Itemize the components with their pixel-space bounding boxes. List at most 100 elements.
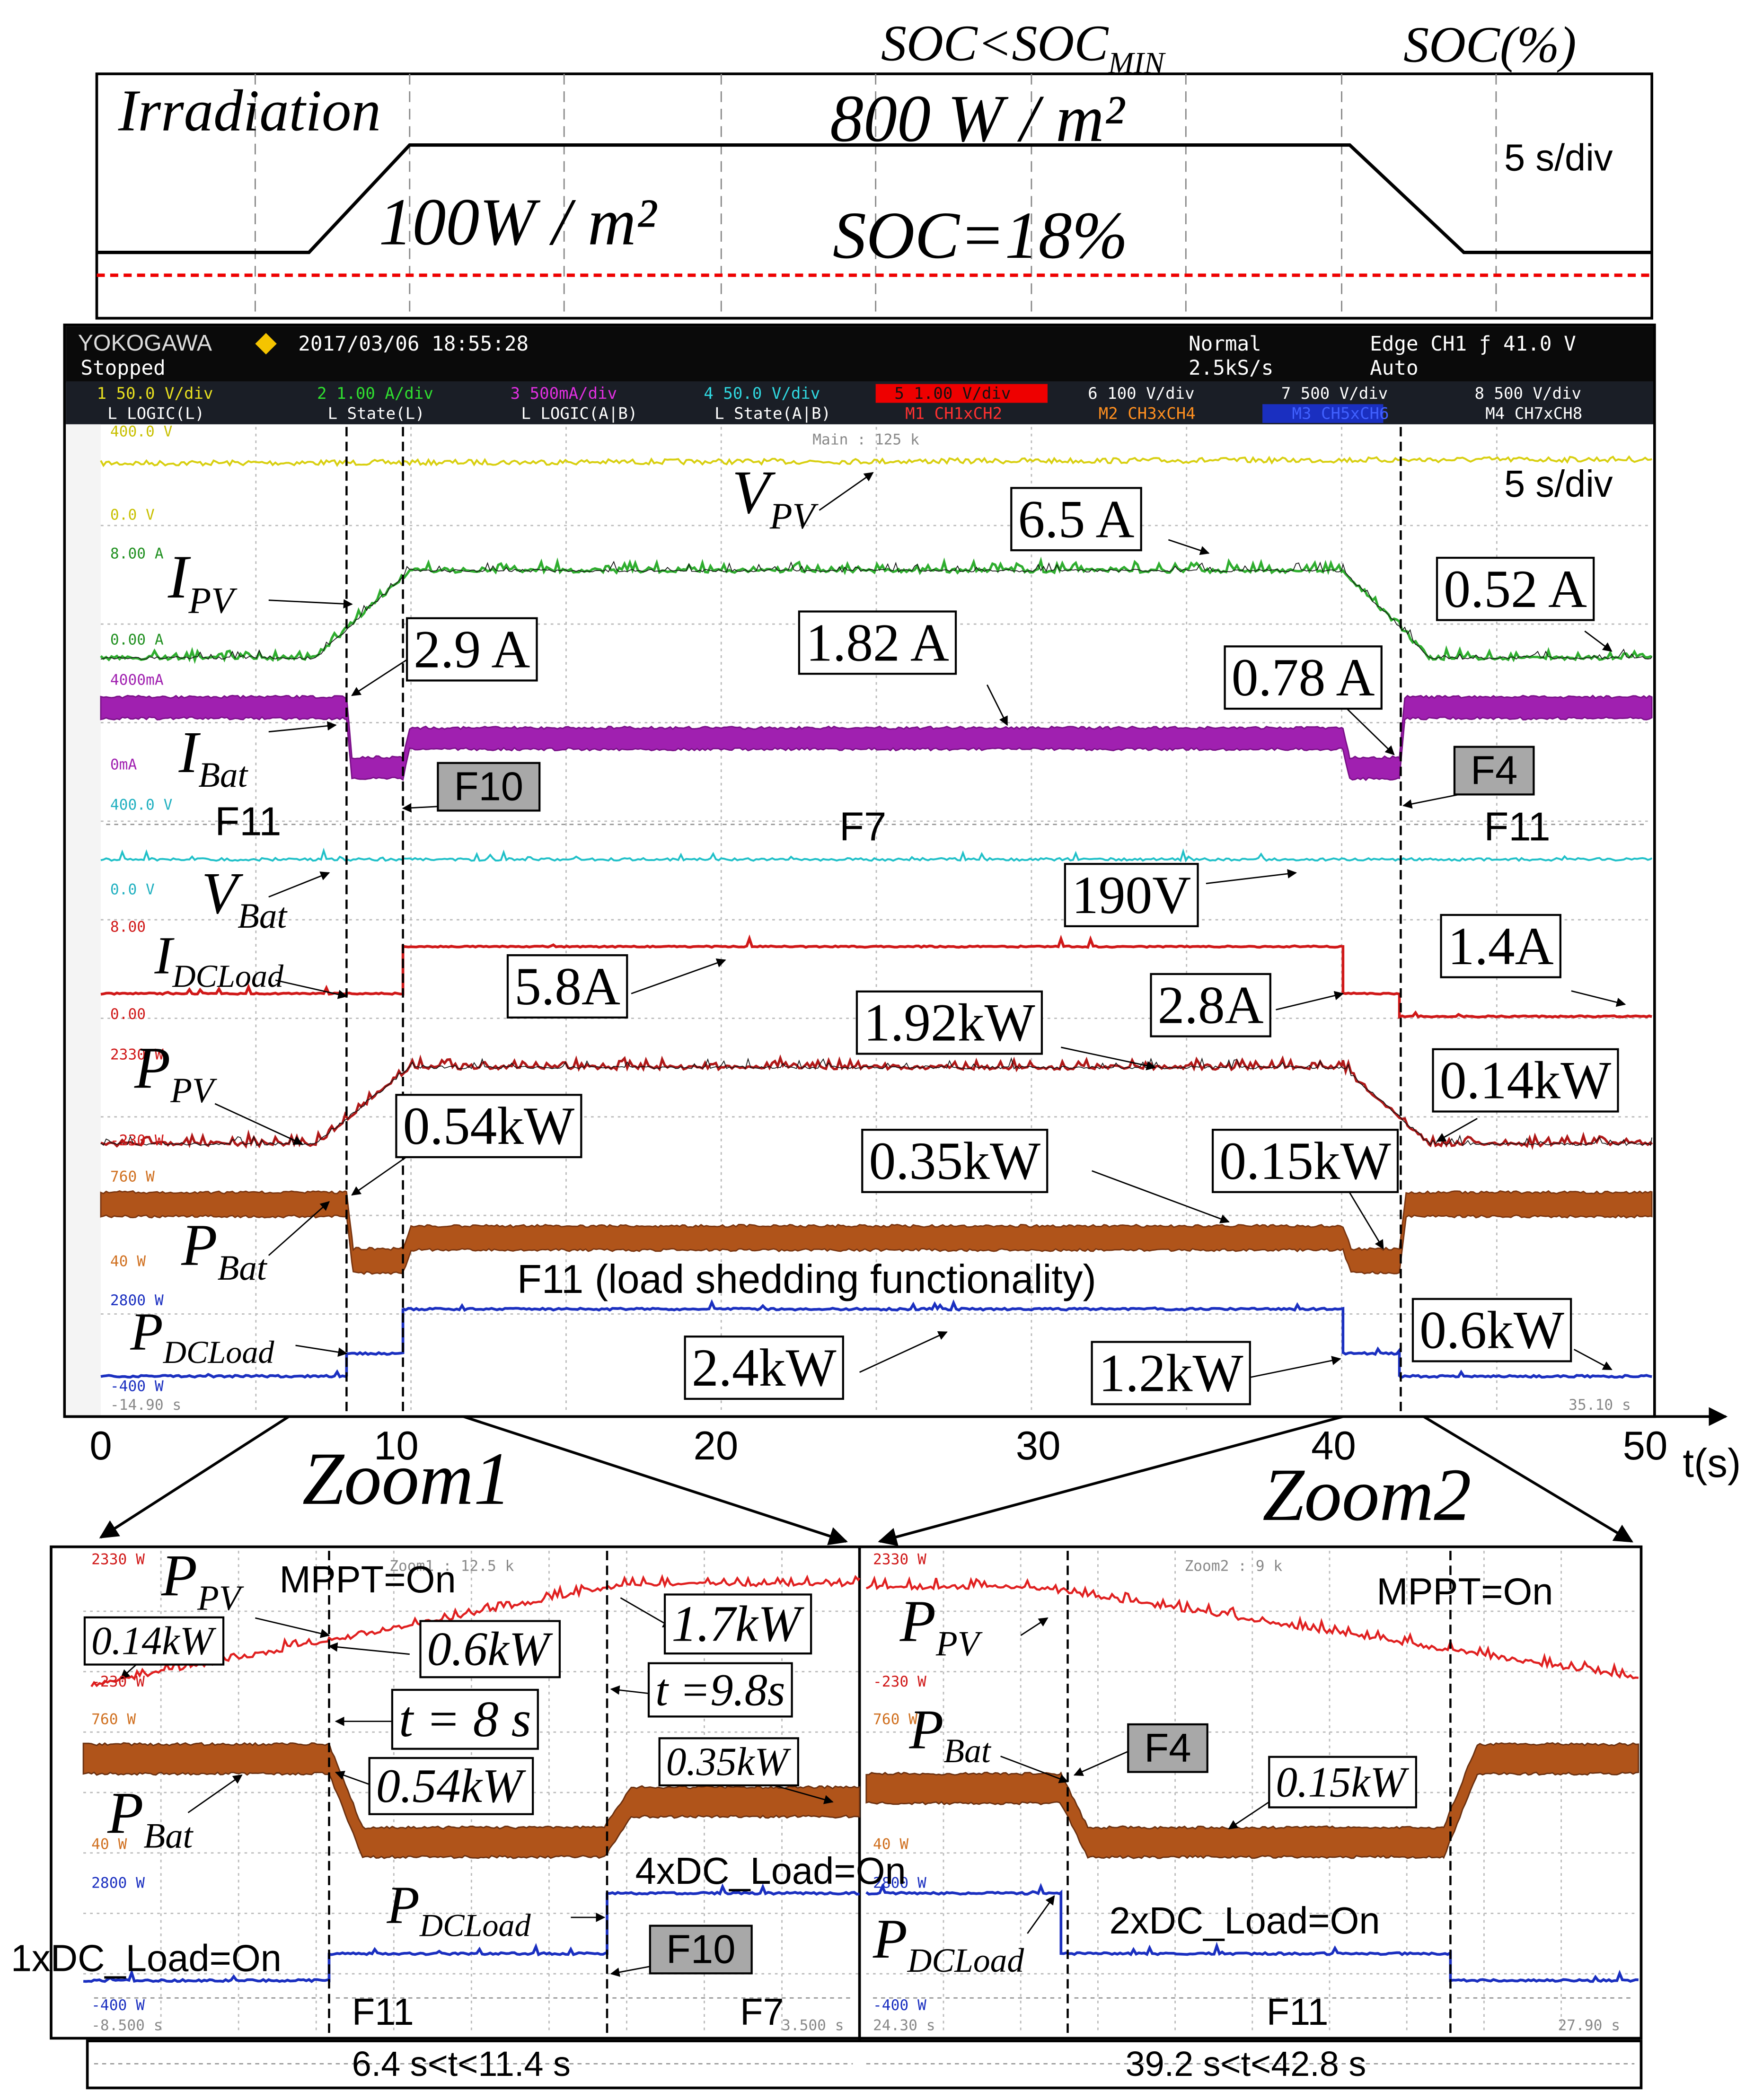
annotation-arrow (819, 472, 874, 511)
range-label: 39.2 s<t<42.8 s (1126, 2044, 1366, 2083)
scale-label: 4000mA (110, 672, 164, 689)
annotation-arrow (1061, 1046, 1156, 1071)
waveform-band (865, 1742, 1639, 1859)
annotation-arrow (1584, 630, 1613, 652)
label-sub: Bat (238, 896, 288, 936)
annotation-box (419, 1620, 561, 1678)
signal-label: VPV (732, 458, 819, 536)
annotation-arrow (1342, 704, 1395, 756)
annotation-box (83, 1616, 225, 1666)
scope-header (66, 326, 1654, 383)
label-sub: Bat (198, 756, 248, 795)
phase-label: F11 (215, 799, 281, 844)
scale-label: -400 W (873, 1997, 926, 2014)
x-tick-label: 20 (694, 1423, 739, 1468)
channel-setting: 2 1.00 A/div (317, 384, 433, 403)
scale-label: 2800 W (873, 1875, 926, 1892)
label-sub: Bat (943, 1732, 991, 1770)
annotation-box (368, 1757, 534, 1815)
scale-label: 2330 W (873, 1551, 926, 1568)
label-sub: DCLoad (172, 958, 284, 994)
label-main: SOC<SOC (881, 16, 1109, 72)
waveform (100, 455, 1653, 467)
annotation-box (658, 1737, 799, 1787)
value-annotation: 0.35kW (869, 1131, 1040, 1191)
math-setting: M3 CH5xCH6 (1292, 404, 1389, 423)
annotation-box (861, 1129, 1049, 1193)
annotation-arrow (268, 1201, 330, 1256)
annotation-arrow (275, 979, 348, 999)
value-annotation: 0.35kW (666, 1740, 792, 1784)
waveform (100, 561, 1652, 660)
signal-label: PBat (181, 1213, 267, 1288)
signal-label: PPV (899, 1589, 983, 1663)
annotation-box (1432, 1048, 1619, 1113)
scale-label: -230 W (873, 1673, 926, 1690)
load-label: 4xDC_Load=On (635, 1850, 906, 1892)
zoom-info: Zoom2 : 9 k (1184, 1558, 1282, 1575)
channel-setting: 7 500 V/div (1281, 384, 1388, 403)
annotation-arrow (268, 871, 330, 898)
scope-trigger-mode: Auto (1370, 356, 1419, 380)
signal-label: PDCLoad (130, 1301, 274, 1370)
label-main: P (161, 1543, 197, 1608)
fault-flag: F10 (454, 764, 523, 809)
value-annotation: 1.82 A (806, 613, 949, 672)
signal-label: PPV (134, 1036, 217, 1110)
scale-label: 760 W (110, 1169, 155, 1186)
phase-label: F7 (839, 805, 886, 850)
math-setting: M1 CH1xCH2 (905, 404, 1002, 423)
scope-rate: 2.5kS/s (1189, 356, 1273, 380)
annotation-box (1268, 1756, 1418, 1809)
waveform (865, 1575, 1639, 1679)
scale-label: 40 W (873, 1836, 908, 1853)
signal-label: PDCLoad (873, 1907, 1024, 1979)
phase-label: F11 (352, 1991, 414, 2033)
label-main: P (387, 1875, 420, 1934)
label-sub: DCLoad (907, 1942, 1024, 1979)
range-bar (86, 2039, 1643, 2090)
irradiation-label: Irradiation (118, 78, 381, 143)
value-annotation: 1.7kW (671, 1596, 804, 1652)
annotation-box (1150, 973, 1271, 1037)
scale-label: 2330 W (91, 1551, 145, 1568)
irradiation-profile (97, 143, 1652, 255)
value-annotation: t =9.8s (655, 1665, 785, 1715)
value-annotation: 0.78 A (1232, 648, 1375, 707)
load-label: 1xDC_Load=On (11, 1937, 282, 1979)
annotation-arrow (328, 1642, 410, 1655)
channel-setting: 8 500 V/div (1475, 384, 1581, 403)
label-main: P (909, 1698, 944, 1760)
scope-left-strip (66, 424, 101, 1415)
annotation-box (1211, 1129, 1399, 1193)
annotation-arrow (986, 684, 1008, 726)
zoom-connector (878, 1415, 1344, 1546)
time-div: 5 s/div (1504, 136, 1613, 178)
value-annotation: 0.54kW (403, 1096, 575, 1156)
signal-label: IDCLoad (154, 926, 284, 994)
signal-label: PPV (161, 1543, 244, 1618)
label-main: P (899, 1589, 936, 1654)
mppt-label: MPPT=On (1376, 1571, 1553, 1613)
x-tick-label: 30 (1016, 1423, 1061, 1468)
scale-label: 760 W (873, 1711, 917, 1728)
scale-label: 2800 W (91, 1875, 145, 1892)
flag-box (1453, 746, 1535, 796)
annotation-box (1411, 1298, 1572, 1362)
label-sub: PV (935, 1625, 983, 1664)
value-annotation: 0.54kW (376, 1759, 526, 1813)
waveform (100, 1054, 1653, 1151)
fault-flag: F4 (1471, 748, 1517, 793)
soc-min-label: SOC<SOCMIN (881, 16, 1166, 80)
waveform-band (100, 1190, 1653, 1275)
annotation-box (1224, 645, 1383, 710)
annotation-arrow (214, 1103, 303, 1145)
channel-setting: 1 50.0 V/div (97, 384, 213, 403)
math-setting: L LOGIC(A|B) (521, 404, 637, 423)
x-tick-label: 10 (374, 1423, 419, 1468)
annotation-arrow (255, 1617, 330, 1638)
value-annotation: 0.6kW (427, 1622, 553, 1676)
scope-trigger: Edge CH1 ƒ 41.0 V (1370, 332, 1576, 356)
annotation-arrow (1573, 1349, 1613, 1371)
value-annotation: 0.52 A (1444, 559, 1587, 619)
